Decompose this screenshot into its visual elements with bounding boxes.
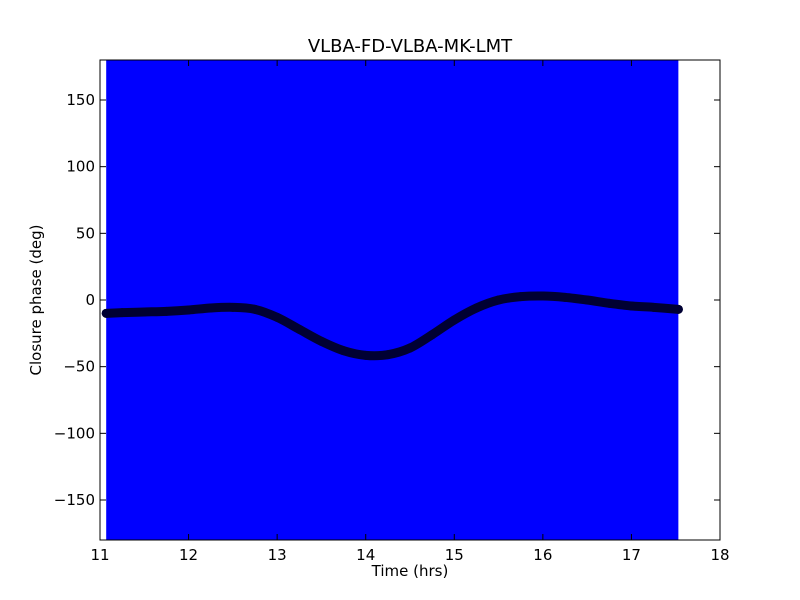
data-point: [673, 304, 683, 314]
x-tick-label: 18: [710, 546, 729, 564]
data-point: [516, 292, 526, 302]
y-tick-label: −150: [54, 491, 95, 509]
y-tick-label: −50: [63, 358, 95, 376]
data-point: [272, 312, 282, 322]
data-point: [117, 308, 127, 318]
y-tick-label: 50: [76, 224, 95, 242]
x-axis-ticks: 11 12 13 14 15 16 17 18: [90, 60, 730, 564]
y-axis-label: Closure phase (deg): [27, 225, 45, 376]
data-point: [604, 298, 614, 308]
data-point: [405, 343, 415, 353]
x-axis-label: Time (hrs): [371, 562, 449, 580]
data-point: [626, 301, 636, 311]
data-point: [139, 307, 149, 317]
chart-title: VLBA-FD-VLBA-MK-LMT: [308, 36, 513, 57]
data-point: [294, 324, 304, 334]
y-tick-label: 0: [85, 291, 95, 309]
y-tick-label: −100: [54, 424, 95, 442]
x-tick-label: 17: [622, 546, 641, 564]
data-point: [101, 308, 111, 318]
data-point: [383, 350, 393, 360]
y-tick-label: 100: [66, 158, 95, 176]
data-point: [339, 346, 349, 356]
x-tick-label: 14: [356, 546, 375, 564]
data-point: [494, 295, 504, 305]
data-point: [649, 302, 659, 312]
data-point: [206, 303, 216, 313]
x-tick-label: 16: [533, 546, 552, 564]
data-point: [449, 315, 459, 325]
data-point: [560, 292, 570, 302]
data-point: [228, 302, 238, 312]
data-point: [161, 306, 171, 316]
data-points: [101, 291, 683, 360]
data-point: [250, 304, 260, 314]
x-tick-label: 15: [445, 546, 464, 564]
data-point: [471, 303, 481, 313]
x-tick-label: 13: [268, 546, 287, 564]
x-tick-label: 12: [179, 546, 198, 564]
data-point: [184, 305, 194, 315]
data-point: [361, 350, 371, 360]
data-point: [538, 291, 548, 301]
y-tick-label: 150: [66, 91, 95, 109]
data-point: [427, 330, 437, 340]
x-tick-label: 11: [90, 546, 109, 564]
plot-area: 11 12 13 14 15 16 17 18 −150 −100 −50 0 50 100 150: [54, 59, 730, 564]
y-axis-ticks: −150 −100 −50 0 50 100 150: [54, 91, 720, 509]
data-point: [582, 295, 592, 305]
data-point: [316, 336, 326, 346]
